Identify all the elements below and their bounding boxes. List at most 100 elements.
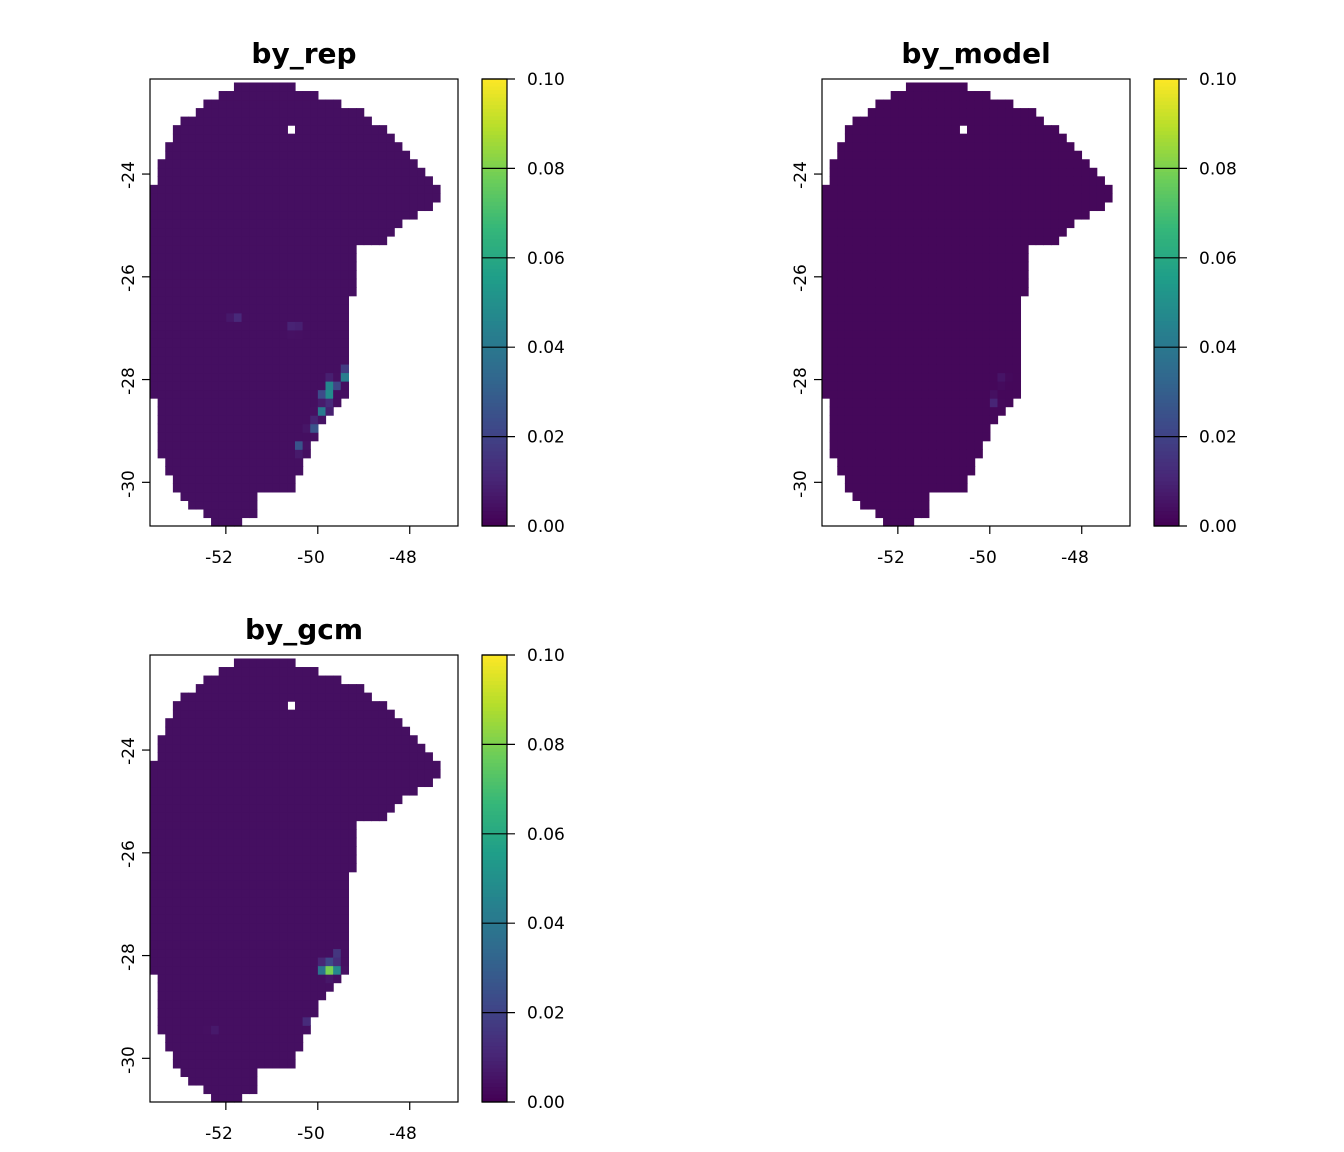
raster-cell [249, 982, 258, 992]
raster-cell [310, 837, 319, 847]
raster-cell [180, 965, 189, 975]
raster-cell [852, 432, 861, 442]
raster-cell [279, 709, 288, 719]
raster-cell [936, 82, 945, 92]
raster-cell [218, 939, 227, 950]
raster-cell [867, 381, 877, 391]
raster-cell [363, 803, 372, 813]
raster-cell [997, 346, 1006, 357]
raster-cell [233, 227, 243, 237]
colorbar-segment [482, 190, 507, 195]
raster-cell [180, 483, 189, 493]
raster-cell [302, 312, 311, 322]
raster-cell [272, 777, 281, 788]
raster-cell [333, 355, 342, 365]
raster-cell [165, 372, 174, 382]
raster-cell [928, 244, 938, 254]
raster-cell [226, 329, 235, 339]
raster-cell [195, 372, 205, 382]
raster-cell [348, 812, 357, 822]
raster-cell [233, 398, 243, 408]
raster-cell [211, 1076, 220, 1086]
raster-cell [264, 236, 273, 246]
raster-cell [852, 346, 861, 357]
colorbar-segment [482, 410, 507, 415]
raster-cell [401, 726, 411, 736]
raster-cell [195, 880, 205, 890]
raster-cell [264, 415, 273, 425]
raster-cell [249, 743, 258, 753]
raster-cell [180, 939, 189, 950]
raster-cell [150, 338, 159, 348]
raster-cell [172, 159, 182, 169]
raster-cell [317, 244, 327, 254]
raster-cell [256, 667, 266, 677]
raster-cell [241, 982, 250, 992]
raster-cell [966, 329, 976, 339]
raster-cell [325, 897, 334, 907]
raster-cell [325, 142, 334, 152]
raster-cell [378, 176, 388, 186]
colorbar-segment [482, 804, 507, 809]
raster-cell [890, 432, 899, 442]
raster-cell [356, 116, 365, 126]
colorbar-segment [1154, 466, 1179, 471]
raster-cell [287, 398, 296, 408]
raster-cell [195, 363, 205, 374]
raster-cell [218, 684, 227, 694]
raster-cell [249, 905, 258, 915]
raster-cell [928, 133, 938, 143]
raster-cell [959, 218, 968, 229]
raster-cell [898, 432, 907, 442]
raster-cell [195, 321, 205, 331]
raster-cell [256, 829, 266, 839]
raster-cell [913, 133, 922, 143]
raster-cell [860, 210, 869, 220]
raster-cell [852, 381, 861, 391]
raster-cell [302, 1008, 311, 1018]
raster-cell [340, 939, 350, 950]
raster-cell [294, 355, 304, 365]
colorbar-tick-label: 0.08 [527, 159, 565, 179]
raster-cell [944, 125, 953, 135]
raster-cell [401, 159, 411, 169]
raster-cell [249, 321, 258, 331]
raster-cell [256, 389, 266, 399]
raster-cell [356, 133, 365, 143]
raster-cell [921, 108, 930, 118]
raster-cell [264, 769, 273, 779]
raster-cell [1050, 142, 1060, 152]
raster-cell [356, 236, 365, 246]
raster-cell [287, 389, 296, 399]
raster-cell [203, 1025, 212, 1035]
raster-cell [249, 227, 258, 237]
raster-cell [898, 295, 907, 305]
raster-cell [150, 295, 159, 305]
raster-cell [150, 786, 159, 796]
colorbar-segment [1154, 421, 1179, 426]
raster-cell [829, 244, 838, 254]
colorbar: 0.00 0.02 0.04 0.06 0.08 0.10 [481, 70, 565, 537]
raster-cell [272, 948, 281, 958]
raster-cell [959, 406, 968, 416]
raster-cell [241, 278, 250, 288]
raster-cell [165, 449, 174, 459]
raster-cell [172, 948, 182, 958]
raster-cell [272, 675, 281, 685]
raster-cell [188, 483, 197, 493]
colorbar-segment [482, 142, 507, 147]
raster-cell [218, 837, 227, 847]
raster-cell [310, 295, 319, 305]
raster-cell [241, 312, 250, 322]
raster-cell [898, 423, 907, 433]
raster-cell [898, 278, 907, 288]
raster-cell [951, 167, 960, 177]
raster-cell [172, 718, 182, 728]
raster-cell [165, 914, 174, 924]
raster-cell [883, 338, 892, 348]
raster-cell [226, 922, 235, 933]
raster-cell [860, 159, 869, 169]
raster-cell [348, 201, 357, 212]
raster-cell [1005, 167, 1014, 177]
raster-cell [211, 432, 220, 442]
